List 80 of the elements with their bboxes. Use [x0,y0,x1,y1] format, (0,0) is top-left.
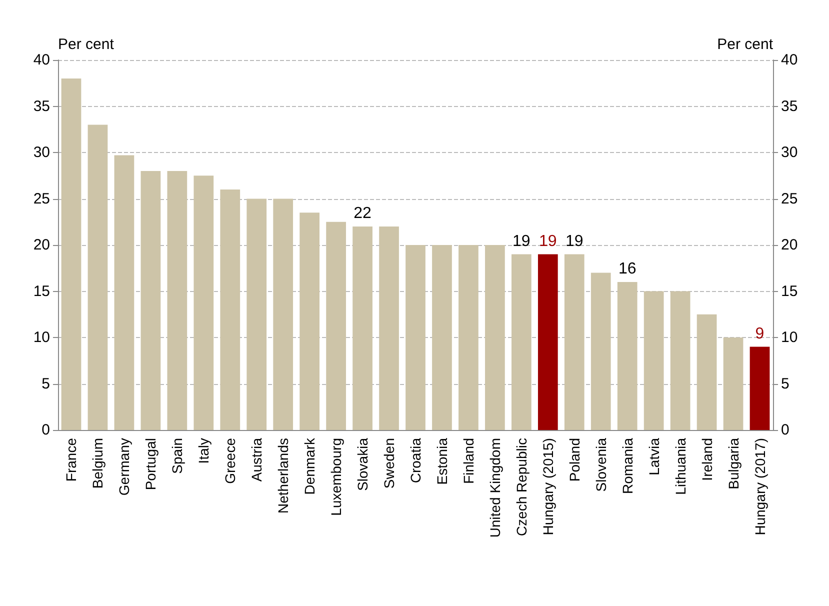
bar [696,314,717,430]
data-label: 16 [618,260,636,278]
x-tick-label: Spain [169,438,186,474]
x-tick-label: Latvia [646,438,662,476]
x-tick-label: Bulgaria [725,438,742,490]
bar [194,176,214,430]
bar [511,254,532,430]
y2-tick-label: 20 [781,236,798,254]
x-tick-label: Ireland [698,438,715,481]
data-label: 19 [512,232,530,250]
bar [88,124,108,430]
y2-tick-label: 35 [781,98,798,115]
bar [61,78,82,430]
bar [750,346,770,430]
y-tick-label: 35 [33,98,50,115]
x-tick-label: Romania [619,438,636,494]
y2-tick-label: 25 [781,190,798,208]
x-tick-label: Estonia [434,438,450,485]
x-tick-label: Luxembourg [328,438,344,516]
bar [140,171,161,430]
bar [352,226,372,430]
y2-tick-label: 5 [781,375,790,392]
bar [723,338,744,430]
bar [246,198,267,430]
x-tick-label: United Kingdom [486,438,503,538]
y-tick-label: 30 [33,144,50,161]
bar [167,171,188,430]
y2-tick-label: 30 [781,144,798,161]
bar [644,291,664,430]
y-tick-label: 25 [33,190,50,208]
x-tick-label: Greece [222,438,238,484]
y-tick-label: 5 [42,375,50,392]
x-tick-label: Poland [566,438,582,482]
bar [617,282,638,430]
x-tick-label: Czech Republic [513,438,530,536]
y2-tick-label: 0 [781,422,790,438]
x-tick-label: Slovenia [592,438,609,492]
y-tick-label: 0 [42,422,50,438]
x-tick-label: Netherlands [275,438,292,514]
bar [485,245,505,430]
x-tick-label: Belgium [90,438,106,489]
y-tick-label: 10 [33,329,50,346]
x-tick-label: Denmark [302,437,318,495]
x-tick-label: Germany [116,438,132,496]
x-tick-label: Finland [460,438,476,484]
bar [300,212,320,430]
x-tick-label: Hungary (2015) [540,438,556,536]
bar [114,155,134,430]
bar [538,254,558,430]
x-tick-label: France [63,438,80,482]
x-tick-label: Sweden [381,438,398,489]
bar [432,245,452,430]
x-tick-label: Italy [196,438,212,464]
y-tick-label: 15 [33,282,50,300]
data-label: 19 [565,232,584,250]
y2-tick-label: 15 [781,282,798,300]
x-tick-label: Lithuania [672,438,688,495]
x-tick-label: Portugal [142,438,159,490]
bar [273,198,294,430]
data-label: 19 [539,232,557,250]
bar [406,245,426,430]
x-tick-label: Slovakia [354,438,371,491]
x-tick-label: Croatia [408,438,424,484]
bar [220,190,240,430]
bar [379,226,399,430]
y2-tick-label: 40 [781,52,798,68]
x-tick-label: Hungary (2017) [752,438,768,536]
bar [590,272,611,430]
y-tick-label: 20 [33,236,50,254]
data-label: 9 [755,325,764,342]
y-tick-label: 40 [33,52,50,68]
bar [564,254,584,430]
y2-tick-label: 10 [781,329,798,346]
y2-axis-title: Per cent [717,36,774,53]
bar [670,291,690,430]
y-axis-title: Per cent [58,36,115,53]
data-label: 22 [354,205,372,222]
bar [458,245,478,430]
x-tick-label: Austria [248,438,265,482]
bar [326,222,346,430]
